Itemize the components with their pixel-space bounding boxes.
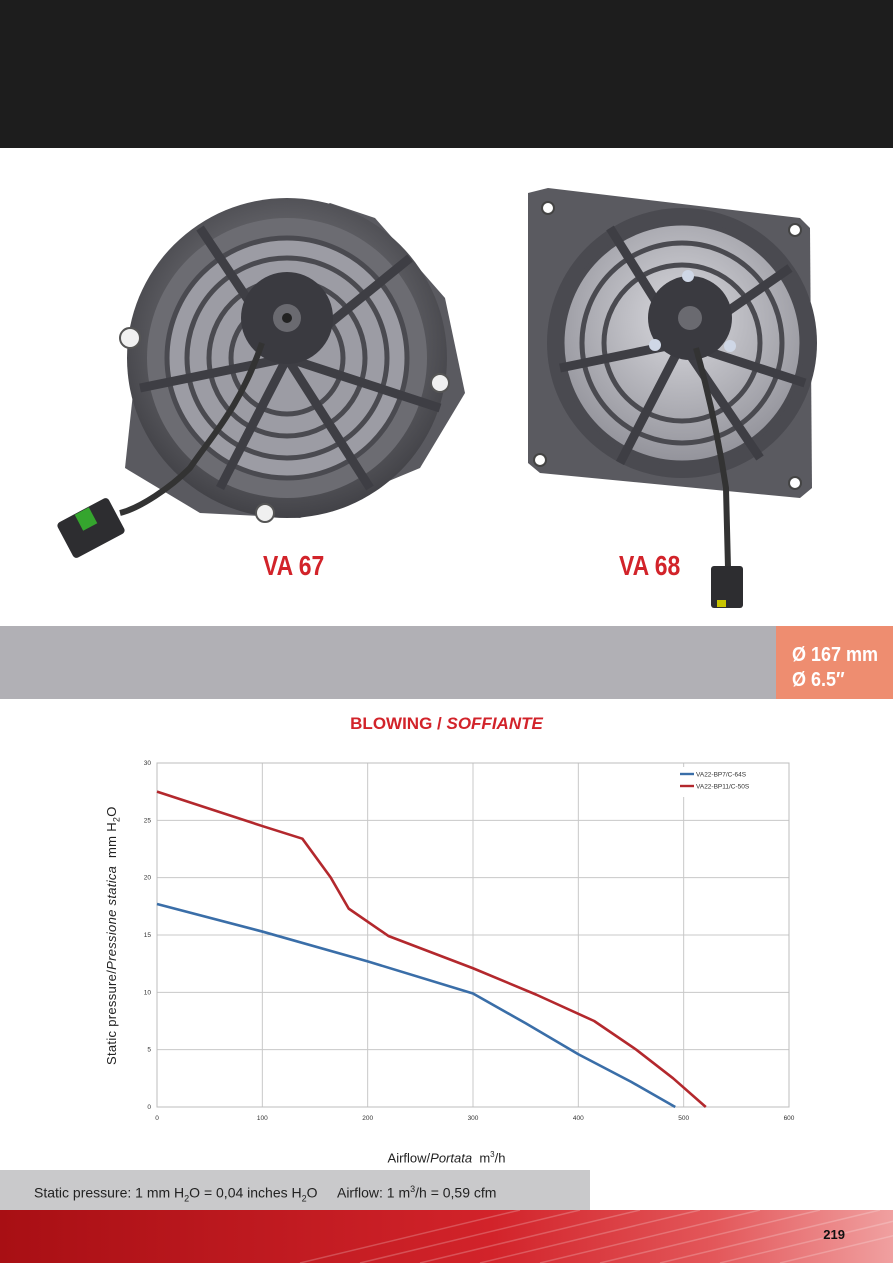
grey-band xyxy=(0,626,893,699)
diameter-mm: Ø 167 mm xyxy=(792,644,879,666)
y-tick-label: 25 xyxy=(144,817,152,824)
product-images: VA 67 VA 68 xyxy=(0,148,893,626)
model-label-va67: VA 67 xyxy=(263,550,325,581)
y-axis-label: Static pressure/Pressione statica mm H2O xyxy=(104,806,122,1065)
x-axis-label: Airflow/Portata m3/h xyxy=(387,1150,506,1166)
y-tick-label: 20 xyxy=(144,875,152,882)
footer-stripes xyxy=(299,1210,893,1263)
performance-chart: 0 100 200 300 400 500 600 0 5 10 15 20 25 30 VA22-BP7/… xyxy=(144,760,795,1122)
chart-title: BLOWING / SOFFIANTE xyxy=(0,714,893,734)
chart-title-main: BLOWING / xyxy=(350,714,447,733)
y-tick-label: 15 xyxy=(144,932,152,939)
va67-fan-image xyxy=(57,188,817,608)
x-tick-label: 500 xyxy=(678,1115,689,1122)
x-tick-label: 300 xyxy=(468,1115,479,1122)
x-tick-label: 600 xyxy=(784,1115,795,1122)
x-tick-label: 0 xyxy=(155,1115,159,1122)
diameter-badge: Ø 167 mm Ø 6.5″ xyxy=(776,626,893,699)
legend-label-2: VA22-BP11/C-50S xyxy=(696,784,750,791)
footnote-bar xyxy=(0,1170,590,1210)
x-tick-label: 400 xyxy=(573,1115,584,1122)
series-line-1 xyxy=(156,902,676,1109)
series-line-2 xyxy=(156,790,707,1108)
y-tick-label: 0 xyxy=(147,1104,151,1111)
top-dark-banner xyxy=(0,0,893,148)
plot-frame xyxy=(156,762,790,1108)
y-tick-label: 5 xyxy=(147,1047,151,1054)
chart-title-italic: SOFFIANTE xyxy=(446,714,543,733)
x-tick-label: 100 xyxy=(257,1115,268,1122)
model-label-va68: VA 68 xyxy=(619,550,681,581)
footer-band xyxy=(0,1210,893,1263)
x-tick-label: 200 xyxy=(362,1115,373,1122)
page-number: 219 xyxy=(823,1227,845,1242)
unit-conversion-note: Static pressure: 1 mm H2O = 0,04 inches … xyxy=(34,1184,497,1204)
legend-label-1: VA22-BP7/C-64S xyxy=(696,772,747,779)
legend-box xyxy=(668,767,788,797)
y-tick-label: 30 xyxy=(144,760,152,767)
y-tick-label: 10 xyxy=(144,989,152,996)
diameter-inch: Ø 6.5″ xyxy=(792,669,845,691)
